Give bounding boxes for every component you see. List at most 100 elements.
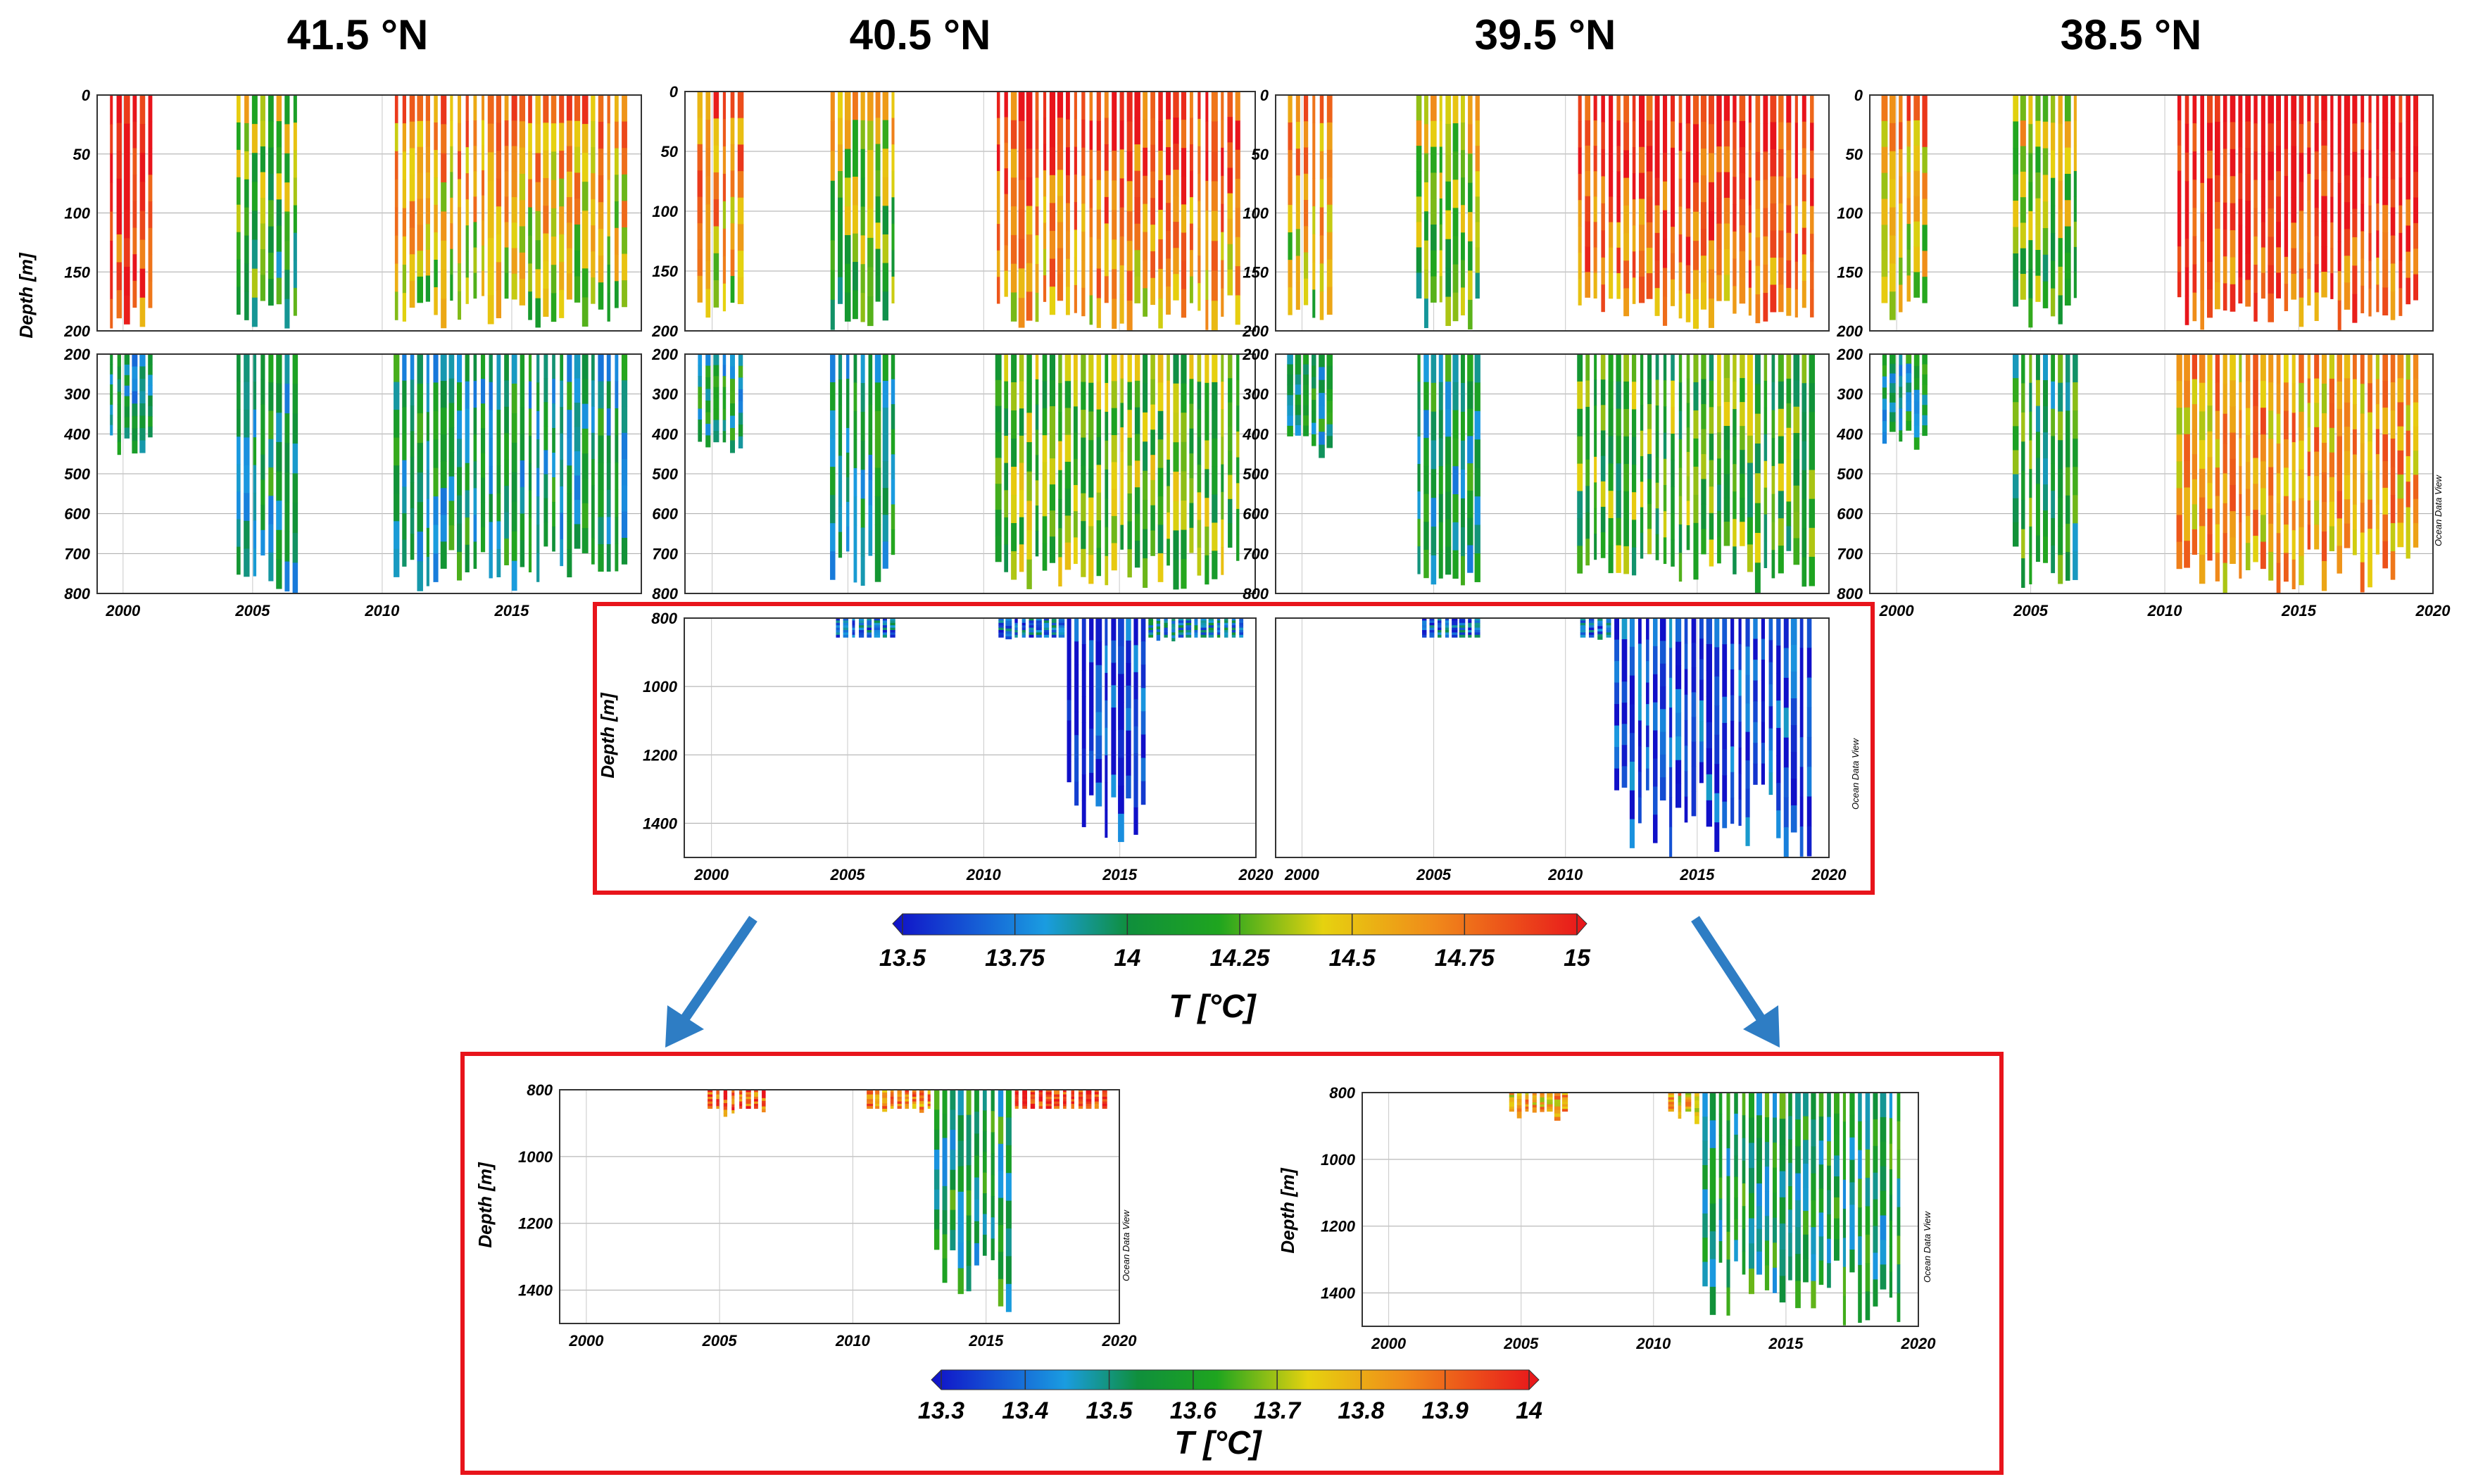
cast-segment — [2368, 558, 2372, 588]
cast-segment — [1231, 625, 1236, 629]
cast-segment — [1104, 144, 1109, 171]
cast-segment — [1803, 1093, 1809, 1117]
cast-segment — [1663, 484, 1667, 512]
cast-segment — [276, 173, 282, 200]
cast-segment — [124, 385, 130, 397]
cast-segment — [2344, 451, 2351, 476]
cast-segment — [110, 211, 113, 241]
cast-segment — [511, 171, 517, 198]
cast-segment — [2028, 298, 2033, 328]
cast-segment — [1669, 648, 1673, 679]
cast-segment — [1065, 147, 1070, 176]
cast-segment — [139, 297, 146, 327]
cast-segment — [2050, 205, 2056, 234]
cast-segment — [536, 553, 540, 582]
cast-segment — [409, 280, 415, 308]
cast-segment — [1594, 431, 1597, 458]
cast-segment — [1671, 539, 1675, 567]
cast-segment — [1126, 775, 1131, 799]
cast-segment — [1035, 206, 1039, 236]
cast-segment — [1181, 441, 1187, 472]
cast-segment — [1776, 728, 1781, 756]
cast-segment — [1754, 384, 1761, 415]
y-tick-label: 700 — [64, 545, 90, 562]
cast-segment — [1906, 275, 1911, 302]
cast-segment — [2413, 172, 2419, 199]
cast-segment — [698, 354, 703, 366]
cast-segment — [1685, 1102, 1692, 1105]
cast-segment — [2352, 354, 2357, 380]
cast-segment — [1608, 545, 1614, 574]
cast-segment — [1890, 235, 1896, 264]
cast-segment — [1763, 151, 1768, 180]
cast-segment — [2199, 440, 2206, 470]
cast-segment — [2073, 170, 2077, 197]
cast-segment — [1708, 182, 1714, 212]
cast-segment — [1753, 763, 1758, 785]
cast-segment — [260, 404, 265, 430]
y-tick-label: 150 — [1243, 263, 1269, 281]
cast-segment — [535, 153, 541, 183]
cast-segment — [1594, 379, 1597, 406]
cast-segment — [2397, 354, 2404, 379]
y-tick-label: 400 — [1242, 425, 1269, 443]
cast-segment — [1095, 759, 1102, 784]
cast-segment — [2368, 233, 2372, 262]
cast-segment — [2276, 120, 2281, 146]
cast-segment — [1026, 291, 1033, 321]
cast-segment — [1776, 618, 1781, 646]
cast-segment — [1714, 822, 1720, 853]
cast-segment — [1509, 1106, 1514, 1109]
cast-segment — [1716, 275, 1722, 301]
cast-segment — [528, 490, 532, 518]
cast-segment — [1460, 205, 1465, 233]
cast-segment — [1065, 92, 1070, 120]
cast-segment — [1779, 1119, 1786, 1145]
cast-segment — [2043, 406, 2049, 433]
cast-segment — [1236, 431, 1240, 458]
cast-segment — [574, 524, 581, 549]
cast-segment — [1899, 365, 1903, 377]
cast-segment — [1227, 117, 1233, 143]
cast-segment — [1140, 665, 1146, 688]
cast-segment — [2360, 354, 2365, 384]
cast-segment — [1638, 172, 1645, 199]
cast-segment — [1150, 171, 1155, 199]
cast-segment — [933, 1169, 940, 1190]
cast-segment — [441, 211, 447, 241]
cast-segment — [1119, 149, 1124, 179]
cast-segment — [1748, 260, 1752, 289]
cast-segment — [496, 95, 502, 124]
cast-segment — [2230, 511, 2236, 538]
cast-segment — [1057, 274, 1064, 301]
cast-segment — [730, 440, 735, 453]
cast-segment — [504, 486, 509, 513]
cast-segment — [1086, 1103, 1092, 1107]
cast-segment — [1726, 1231, 1730, 1260]
cast-segment — [110, 354, 113, 365]
cast-segment — [574, 475, 581, 501]
cast-segment — [957, 1217, 964, 1243]
cast-segment — [1913, 413, 1920, 426]
cast-segment — [966, 1140, 972, 1166]
cast-segment — [838, 354, 843, 380]
cast-segment — [2058, 95, 2063, 125]
cast-segment — [730, 276, 735, 303]
cast-segment — [858, 634, 864, 638]
cast-segment — [838, 532, 843, 558]
cast-segment — [838, 379, 843, 405]
cast-segment — [1881, 172, 1888, 200]
cast-segment — [1614, 682, 1620, 705]
cast-segment — [957, 1166, 964, 1193]
cast-segment — [110, 415, 113, 426]
cast-segment — [1637, 797, 1642, 824]
cast-segment — [1640, 354, 1644, 380]
cast-segment — [1022, 1096, 1028, 1100]
cast-segment — [1126, 241, 1133, 272]
cast-segment — [1287, 415, 1293, 427]
cast-segment — [458, 95, 462, 124]
cast-segment — [716, 1096, 719, 1100]
cast-segment — [1042, 462, 1048, 490]
cast-segment — [1026, 530, 1032, 560]
